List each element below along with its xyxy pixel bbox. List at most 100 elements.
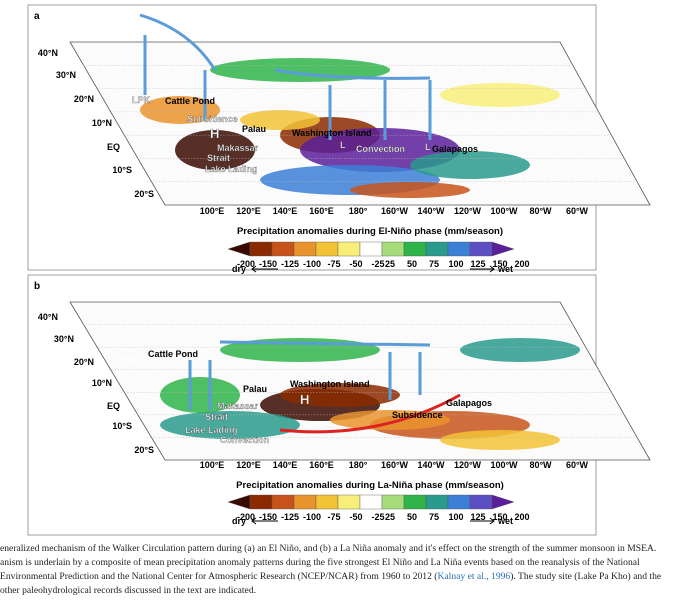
panel-label: a xyxy=(34,11,40,22)
place-label: Strait xyxy=(205,412,228,422)
place-label: L xyxy=(340,140,346,150)
colorbar-swatch xyxy=(469,494,493,510)
place-label: Palau xyxy=(242,124,266,134)
place-label: Convection xyxy=(356,144,405,154)
citation-link[interactable]: Kalnay et al., 1996 xyxy=(437,571,511,582)
colorbar-tick: 200 xyxy=(514,259,529,269)
caption-text: Environmental Prediction and the Nationa… xyxy=(0,571,438,582)
latitude-label: 10°N xyxy=(92,378,112,388)
place-label: LPK xyxy=(117,355,136,365)
colorbar-tick: -125 xyxy=(281,259,299,269)
colorbar-swatch xyxy=(491,241,515,257)
colorbar-tick: -150 xyxy=(259,512,277,522)
place-label: H xyxy=(300,392,309,407)
colorbar-tick: -200 xyxy=(237,259,255,269)
colorbar-tick: -75 xyxy=(327,259,340,269)
longitude-label: 120°E xyxy=(236,206,261,216)
latitude-label: 10°S xyxy=(112,421,132,431)
colorbar-swatch xyxy=(227,241,251,257)
caption-text: eneralized mechanism of the Walker Circu… xyxy=(0,543,657,554)
anomaly-region xyxy=(160,377,240,413)
place-label: Convection xyxy=(220,435,269,445)
place-label: Washington Island xyxy=(292,128,372,138)
colorbar-tick: 100 xyxy=(448,259,463,269)
colorbar-tick: -100 xyxy=(303,512,321,522)
wet-arrow xyxy=(470,265,495,273)
longitude-label: 120°W xyxy=(454,460,482,470)
longitude-label: 80°W xyxy=(529,460,552,470)
figure: a 40°N 30°N 20°N 10°N EQ 10°S 20°S 100°E 120°E 140… xyxy=(27,4,651,536)
caption-text: anism is underlain by a composite of mea… xyxy=(0,557,640,568)
colorbar-swatch xyxy=(403,494,427,510)
longitude-label: 140°E xyxy=(273,206,298,216)
place-label: Galapagos xyxy=(446,398,492,408)
longitude-label: 100°E xyxy=(200,206,225,216)
anomaly-region xyxy=(240,110,320,130)
colorbar-tick: -50 xyxy=(349,512,362,522)
dry-arrow xyxy=(251,517,278,525)
place-label: Cattle Pond xyxy=(165,96,215,106)
anomaly-region xyxy=(410,151,530,179)
latitude-label: 30°N xyxy=(56,70,76,80)
colorbar-swatch xyxy=(359,241,383,257)
colorbar-tick: -200 xyxy=(237,512,255,522)
colorbar-swatch xyxy=(381,494,405,510)
caption-line: eneralized mechanism of the Walker Circu… xyxy=(0,543,656,554)
latitude-label: 20°N xyxy=(74,357,94,367)
circulation-arrow xyxy=(219,340,431,347)
place-label: Palau xyxy=(243,384,267,394)
colorbar-tick: 25 xyxy=(385,259,395,269)
latitude-label: 40°N xyxy=(38,312,58,322)
colorbar-swatch xyxy=(293,241,317,257)
longitude-label: 180° xyxy=(349,460,368,470)
latitude-label: 20°N xyxy=(74,94,94,104)
longitude-label: 160°E xyxy=(309,460,334,470)
colorbar-swatch xyxy=(447,494,471,510)
dry-arrow xyxy=(251,265,278,273)
latitude-label: EQ xyxy=(107,142,120,152)
colorbar-swatch xyxy=(249,494,273,510)
longitude-label: 80°W xyxy=(529,206,552,216)
colorbar-swatch xyxy=(491,494,515,510)
colorbar-tick: -125 xyxy=(281,512,299,522)
circulation-arrow xyxy=(279,393,461,434)
anomaly-region xyxy=(140,96,220,124)
wet-label: wet xyxy=(497,264,513,274)
colorbar-title: Precipitation anomalies during La-Niña p… xyxy=(236,480,504,491)
caption-line: anism is underlain by a composite of mea… xyxy=(0,557,640,568)
longitude-label: 100°W xyxy=(490,206,518,216)
anomaly-region xyxy=(440,430,560,450)
anomaly-region xyxy=(280,383,400,407)
colorbar-tick: 150 xyxy=(492,512,507,522)
place-label: Washington Island xyxy=(290,379,370,389)
colorbar-tick: 25 xyxy=(385,512,395,522)
colorbar-swatch xyxy=(359,494,383,510)
latitude-label: 20°S xyxy=(134,445,154,455)
colorbar-tick: -100 xyxy=(303,259,321,269)
colorbar-swatch xyxy=(337,494,361,510)
longitude-label: 180° xyxy=(349,206,368,216)
colorbar-tick: -25 xyxy=(371,512,384,522)
longitude-label: 140°W xyxy=(417,206,445,216)
colorbar-swatch xyxy=(227,494,251,510)
colorbar-tick: 125 xyxy=(470,259,485,269)
latitude-label: 10°S xyxy=(112,165,132,175)
longitude-label: 100°W xyxy=(490,460,518,470)
caption-text: ). The study site (Lake Pa Kho) and the xyxy=(510,571,662,582)
colorbar-tick: -75 xyxy=(327,512,340,522)
colorbar-tick: 125 xyxy=(470,512,485,522)
place-label: Galapagos xyxy=(432,144,478,154)
place-label: Strait xyxy=(207,153,230,163)
place-label: Makassar xyxy=(217,401,259,411)
anomaly-region xyxy=(160,411,300,439)
colorbar-tick: -25 xyxy=(371,259,384,269)
colorbar-swatch xyxy=(469,241,493,257)
colorbar-tick: -50 xyxy=(349,259,362,269)
colorbar-swatch xyxy=(293,494,317,510)
longitude-label: 140°E xyxy=(273,460,298,470)
panel-label: b xyxy=(34,281,40,292)
colorbar-swatch xyxy=(315,494,339,510)
latitude-label: EQ xyxy=(107,401,120,411)
wet-label: wet xyxy=(497,516,513,526)
longitude-label: 120°W xyxy=(454,206,482,216)
